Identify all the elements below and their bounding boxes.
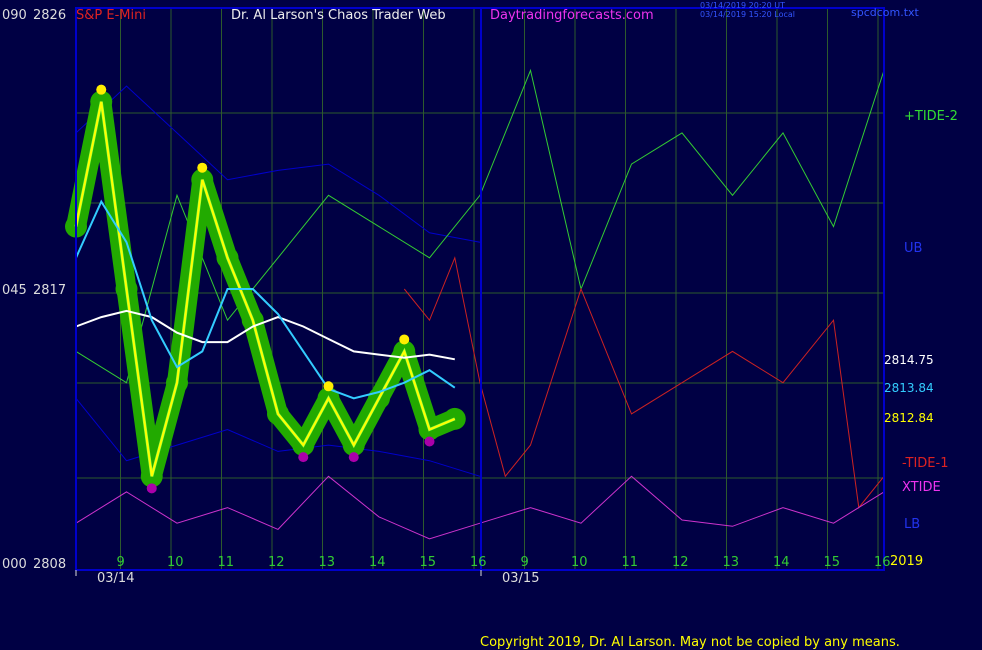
axis-bottom-code: 000 [2, 557, 27, 572]
tide-plus-label: +TIDE-2 [904, 109, 958, 124]
low-dot [146, 483, 157, 494]
site-link[interactable]: Daytradingforecasts.com [490, 8, 654, 23]
axis-top-price: 2826 [33, 8, 67, 23]
turn-dots [96, 84, 435, 494]
hour-label-day2: 14 [773, 555, 790, 570]
date-label-1: 03/14 [97, 571, 135, 586]
xtide-label: XTIDE [902, 480, 941, 495]
axis-mid-price: 2817 [33, 283, 67, 298]
date-label-2: 03/15 [502, 571, 540, 586]
data-file: spcdcom.txt [851, 6, 919, 19]
hour-label-day2: 12 [672, 555, 689, 570]
axis-bottom-price: 2808 [33, 557, 67, 572]
hour-label-day1: 13 [318, 555, 336, 570]
upper-band-line [75, 85, 481, 243]
hour-label-day2: 16 [874, 555, 891, 570]
price-band [66, 91, 465, 487]
white-average-line [75, 309, 455, 361]
low-dot [424, 436, 435, 447]
hour-label-day1: 16 [470, 555, 487, 570]
low-dot [298, 452, 309, 463]
timestamp-ut: 03/14/2019 20:20 UT [700, 1, 785, 10]
low-dot [348, 452, 359, 463]
price-white-label: 2814.75 [884, 353, 934, 367]
price-yellow-label: 2812.84 [884, 411, 934, 425]
hour-label-day1: 9 [116, 555, 125, 570]
axis-mid-code: 045 [2, 283, 27, 298]
hour-label-day1: 10 [167, 555, 184, 570]
high-dot [197, 162, 208, 173]
chart-frame [75, 7, 885, 576]
timestamp-local: 03/14/2019 15:20 Local [700, 10, 795, 19]
high-dot [96, 84, 107, 95]
price-line [75, 101, 456, 477]
hour-label-day2: 9 [520, 555, 529, 570]
high-dot [399, 334, 410, 345]
hour-label-day1: 12 [268, 555, 285, 570]
hour-label-day1: 14 [369, 555, 386, 570]
chart-title: Dr. Al Larson's Chaos Trader Web [231, 8, 446, 23]
tide-minus-label: -TIDE-1 [902, 456, 949, 471]
symbol-label: S&P E-Mini [76, 8, 146, 23]
price-bars [65, 90, 466, 488]
tide-minus-line [403, 256, 885, 509]
hour-label-day2: 10 [571, 555, 588, 570]
year-label: 2019 [890, 554, 924, 569]
price-cyan-label: 2813.84 [884, 381, 934, 395]
hour-label-day2: 15 [823, 555, 841, 570]
cyan-average-line [75, 199, 456, 400]
copyright: Copyright 2019, Dr. Al Larson. May not b… [480, 635, 900, 650]
axis-top-code: 090 [2, 8, 27, 23]
hour-label-day1: 11 [217, 555, 235, 570]
moving-averages [75, 199, 456, 400]
high-dot [323, 381, 334, 392]
hour-label-day1: 15 [419, 555, 437, 570]
ub-label: UB [904, 241, 923, 256]
hour-label-day2: 13 [722, 555, 740, 570]
hour-label-day2: 11 [621, 555, 639, 570]
lb-label: LB [904, 517, 921, 532]
